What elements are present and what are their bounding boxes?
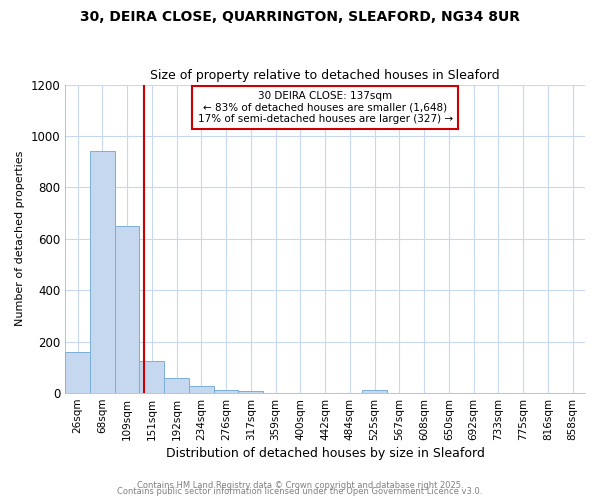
- Bar: [65, 352, 90, 393]
- X-axis label: Distribution of detached houses by size in Sleaford: Distribution of detached houses by size …: [166, 447, 485, 460]
- Text: 30 DEIRA CLOSE: 137sqm
← 83% of detached houses are smaller (1,648)
17% of semi-: 30 DEIRA CLOSE: 137sqm ← 83% of detached…: [197, 90, 452, 124]
- Bar: [214, 390, 238, 393]
- Bar: [90, 152, 115, 393]
- Bar: [189, 386, 214, 393]
- Y-axis label: Number of detached properties: Number of detached properties: [15, 151, 25, 326]
- Text: Contains HM Land Registry data © Crown copyright and database right 2025.: Contains HM Land Registry data © Crown c…: [137, 481, 463, 490]
- Title: Size of property relative to detached houses in Sleaford: Size of property relative to detached ho…: [150, 69, 500, 82]
- Bar: [139, 361, 164, 393]
- Bar: [164, 378, 189, 393]
- Bar: [362, 390, 387, 393]
- Bar: [238, 391, 263, 393]
- Bar: [115, 226, 139, 393]
- Text: Contains public sector information licensed under the Open Government Licence v3: Contains public sector information licen…: [118, 487, 482, 496]
- Text: 30, DEIRA CLOSE, QUARRINGTON, SLEAFORD, NG34 8UR: 30, DEIRA CLOSE, QUARRINGTON, SLEAFORD, …: [80, 10, 520, 24]
